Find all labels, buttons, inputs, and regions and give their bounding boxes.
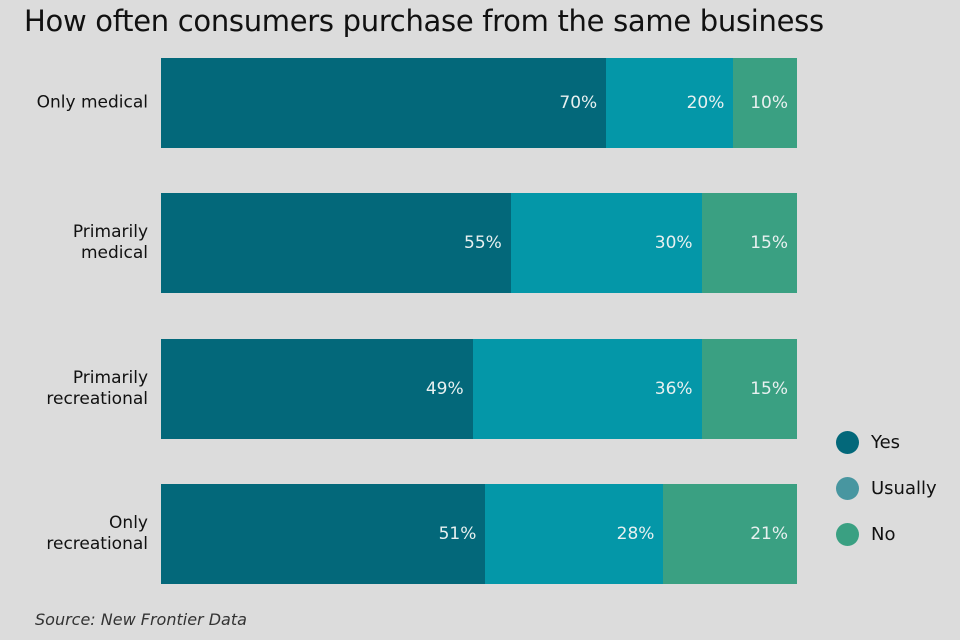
source-note: Source: New Frontier Data (35, 610, 247, 629)
legend-label: Yes (871, 432, 901, 453)
category-label: Primarily medical (72, 222, 148, 263)
bar-segment-no (701, 339, 797, 439)
bar-segment-usually (606, 58, 734, 148)
legend-item-usually: Usually (836, 477, 937, 500)
chart-title: How often consumers purchase from the sa… (24, 4, 824, 38)
bar-segment-yes (161, 484, 486, 584)
legend-label: Usually (871, 478, 937, 499)
data-label: 49% (425, 379, 464, 399)
bar-segment-usually (510, 193, 702, 293)
legend-item-yes: Yes (836, 431, 900, 454)
data-label: 15% (750, 379, 788, 399)
data-label: 21% (750, 524, 788, 544)
bar-segment-yes (161, 58, 607, 148)
legend-swatch (836, 523, 859, 546)
legend-swatch (836, 477, 859, 500)
category-label: Only recreational (46, 513, 148, 554)
legend-label: No (871, 524, 896, 545)
category-label: Primarily recreational (46, 368, 148, 409)
bar-segment-no (733, 58, 797, 148)
category-label: Only medical (36, 92, 148, 113)
legend-swatch (836, 431, 859, 454)
data-label: 15% (750, 233, 788, 253)
bar-segment-usually (472, 339, 702, 439)
data-label: 20% (686, 93, 725, 113)
data-label: 28% (616, 524, 655, 544)
data-label: 70% (559, 93, 598, 113)
bar-segment-usually (485, 484, 664, 584)
bar-segment-no (663, 484, 797, 584)
bar-segment-no (701, 193, 797, 293)
data-label: 51% (438, 524, 477, 544)
data-label: 30% (654, 233, 693, 253)
legend-item-no: No (836, 523, 895, 546)
bar-segment-yes (161, 339, 473, 439)
bar-segment-yes (161, 193, 511, 293)
data-label: 55% (464, 233, 502, 253)
data-label: 10% (750, 93, 788, 113)
data-label: 36% (654, 379, 693, 399)
